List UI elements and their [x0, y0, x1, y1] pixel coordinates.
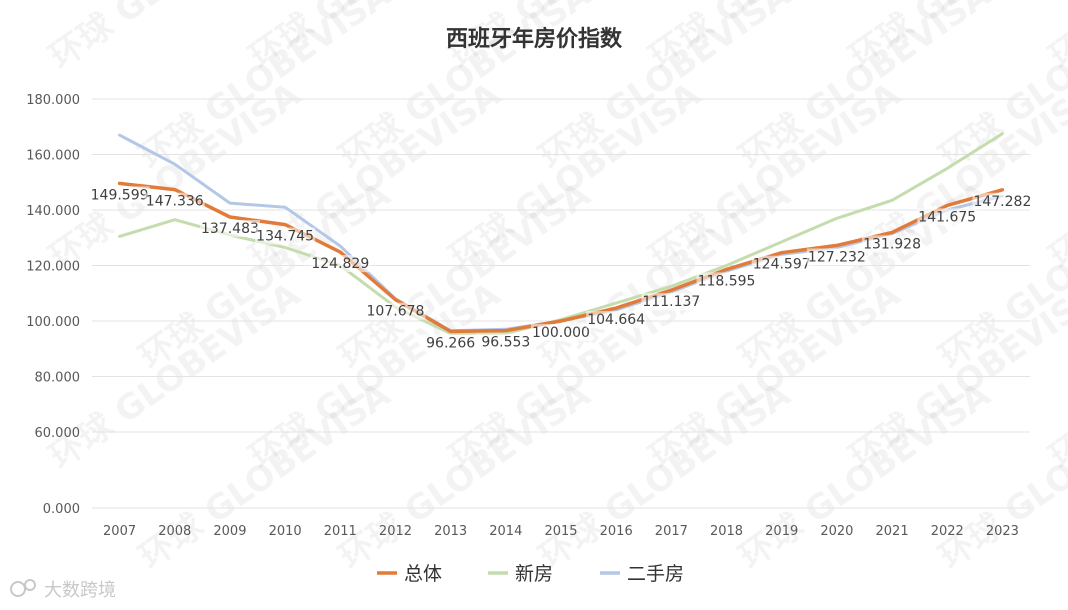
data-label-bg — [89, 186, 150, 204]
legend-label: 新房 — [515, 563, 553, 585]
y-tick-label: 140.000 — [26, 204, 80, 219]
brand-icon — [10, 581, 26, 597]
data-label: 149.599 — [91, 187, 149, 203]
data-label: 124.597 — [753, 257, 811, 273]
x-axis-ticks: 2007 2008 2009 2010 2011 2012 2013 2014 2015 2016… — [103, 524, 1019, 539]
data-label: 118.595 — [698, 273, 756, 289]
y-axis-ticks: 180.000 160.000 140.000 120.000 100.000 80.00… — [26, 93, 80, 517]
y-tick-label: 60.000 — [35, 426, 81, 441]
legend-label: 总体 — [404, 563, 442, 585]
data-label-bg — [696, 272, 757, 290]
x-tick-label: 2011 — [324, 524, 357, 539]
data-label-bg — [475, 333, 536, 351]
x-tick-label: 2010 — [269, 524, 302, 539]
data-label-bg — [641, 293, 702, 311]
data-label: 141.675 — [918, 209, 976, 225]
x-tick-label: 2020 — [820, 524, 853, 539]
data-label-bg — [310, 255, 371, 273]
data-label: 134.745 — [256, 229, 314, 245]
data-label: 100.000 — [532, 325, 590, 341]
legend: 总体 新房 二手房 — [377, 563, 684, 585]
y-tick-label: 0.000 — [43, 502, 80, 517]
data-label: 147.282 — [973, 194, 1031, 210]
x-tick-label: 2009 — [213, 524, 246, 539]
data-label: 111.137 — [642, 294, 700, 310]
data-label-bg — [862, 235, 923, 253]
data-label-bg — [144, 192, 205, 210]
x-tick-label: 2012 — [379, 524, 412, 539]
x-tick-label: 2014 — [489, 524, 522, 539]
data-label-bg — [972, 192, 1033, 210]
data-label-bg — [199, 219, 260, 237]
y-tick-label: 160.000 — [26, 149, 80, 164]
gridlines — [92, 98, 1030, 509]
data-label-bg — [255, 227, 316, 245]
y-tick-label: 180.000 — [26, 93, 80, 108]
brand-logo: 大数跨境 — [10, 579, 116, 601]
data-label: 124.829 — [311, 256, 369, 272]
y-tick-label: 100.000 — [26, 315, 80, 330]
data-label: 96.553 — [481, 335, 530, 351]
x-tick-label: 2007 — [103, 524, 136, 539]
data-label: 131.928 — [863, 236, 921, 252]
legend-label: 二手房 — [627, 563, 684, 585]
y-tick-label: 80.000 — [35, 371, 81, 386]
data-label: 104.664 — [587, 312, 645, 328]
watermark-layer: 环球 GLOBEVISA环球 GLOBEVISA环球 GLOBEVISA环球 G… — [42, 0, 1068, 577]
brand-icon-dot — [24, 579, 36, 591]
chart-title: 西班牙年房价指数 — [446, 26, 623, 52]
data-label: 137.483 — [201, 221, 259, 237]
x-tick-label: 2015 — [544, 524, 577, 539]
data-label-bg — [531, 324, 591, 341]
x-tick-label: 2017 — [655, 524, 688, 539]
data-label-bg — [365, 302, 426, 320]
x-tick-label: 2008 — [158, 524, 191, 539]
data-label-bg — [751, 255, 812, 273]
data-label-bg — [917, 208, 978, 226]
x-tick-label: 2021 — [876, 524, 909, 539]
x-tick-label: 2022 — [931, 524, 964, 539]
brand-name: 大数跨境 — [44, 580, 116, 601]
data-label-bg — [420, 334, 481, 352]
data-label: 147.336 — [146, 194, 204, 210]
data-label: 96.266 — [426, 335, 475, 351]
y-tick-label: 120.000 — [26, 260, 80, 275]
data-label: 127.232 — [808, 249, 866, 265]
x-tick-label: 2023 — [986, 524, 1019, 539]
x-tick-label: 2013 — [434, 524, 467, 539]
data-label: 107.678 — [367, 304, 425, 320]
data-label-bg — [586, 311, 647, 329]
data-label-bg — [806, 248, 867, 266]
x-tick-label: 2016 — [600, 524, 633, 539]
x-tick-label: 2019 — [765, 524, 798, 539]
x-tick-label: 2018 — [710, 524, 743, 539]
